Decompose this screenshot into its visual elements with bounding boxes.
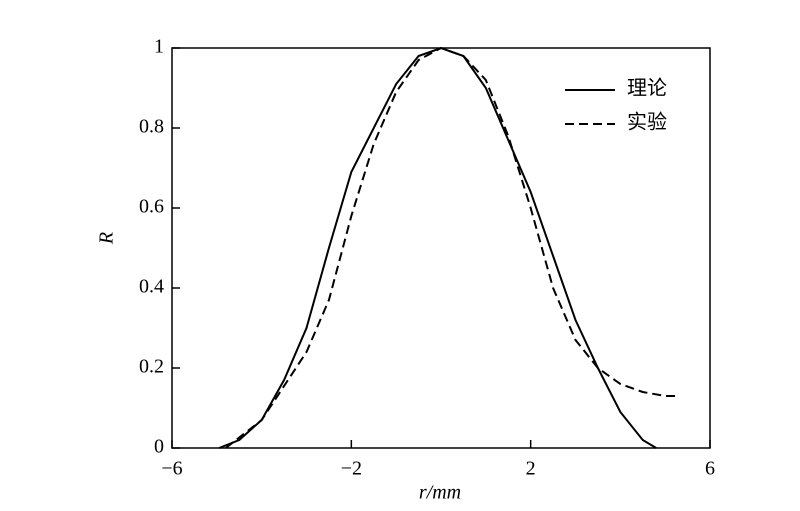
y-tick-label: 0 [154,436,164,458]
x-tick-label: −2 [341,458,362,480]
series-line [225,46,679,449]
legend-label: 理论 [627,77,667,100]
legend-label: 实验 [627,111,667,134]
y-tick-label: 1 [154,36,164,58]
y-tick-label: 0.2 [139,356,164,378]
y-axis-label: R [96,232,118,245]
x-tick-label: 6 [705,458,715,480]
y-tick-label: 0.6 [139,196,164,218]
x-axis-label: r/mm [419,482,461,504]
y-tick-label: 0.4 [139,276,164,298]
x-tick-label: 2 [526,458,536,480]
series-line [218,46,657,449]
y-tick-label: 0.8 [139,116,164,138]
x-tick-label: −6 [161,458,182,480]
